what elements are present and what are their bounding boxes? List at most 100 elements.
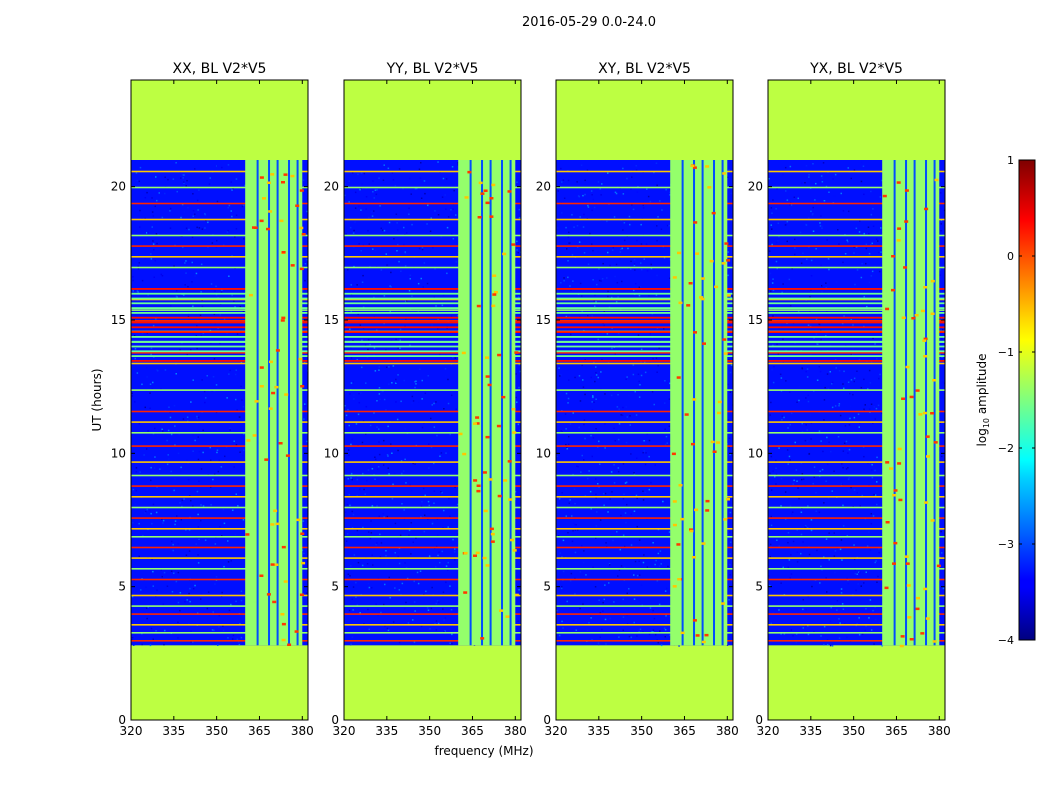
noise-pixel [435, 401, 437, 403]
band-hotspot [726, 498, 730, 501]
noise-pixel [629, 415, 631, 417]
noise-pixel [571, 515, 573, 517]
noise-pixel [815, 492, 817, 494]
rfi-line [344, 326, 521, 329]
noise-pixel [197, 526, 200, 528]
noise-pixel [227, 164, 230, 166]
noise-pixel [621, 280, 623, 283]
noise-pixel [174, 520, 177, 522]
noise-pixel [404, 562, 406, 564]
noise-pixel [599, 519, 602, 521]
noise-pixel [831, 645, 834, 647]
noise-pixel [433, 296, 435, 299]
noise-pixel [633, 621, 635, 624]
noise-pixel [188, 495, 191, 497]
noise-pixel [658, 603, 661, 606]
noise-pixel [181, 505, 183, 508]
noise-pixel [633, 598, 636, 600]
noise-pixel [849, 405, 852, 407]
noise-pixel [200, 593, 203, 595]
noise-pixel [414, 386, 416, 389]
colorbar-gradient [1018, 159, 1036, 641]
noise-pixel [187, 479, 190, 481]
noise-pixel [621, 387, 623, 389]
rfi-line [344, 461, 521, 463]
noise-pixel [783, 416, 785, 419]
y-tick-label: 5 [118, 580, 126, 594]
noise-pixel [599, 612, 602, 614]
noise-pixel [230, 603, 232, 606]
noise-pixel [150, 253, 152, 255]
noise-pixel [808, 553, 811, 556]
noise-pixel [161, 216, 164, 219]
noise-pixel [359, 188, 361, 191]
noise-pixel [821, 177, 824, 179]
noise-pixel [626, 592, 628, 595]
noise-pixel [368, 243, 370, 245]
noise-pixel [786, 199, 789, 201]
noise-pixel [588, 622, 590, 624]
noise-pixel [664, 629, 667, 631]
rfi-line [768, 461, 945, 463]
noise-pixel [560, 587, 563, 590]
rfi-line [344, 345, 521, 348]
noise-pixel [769, 472, 771, 475]
rfi-line [768, 345, 945, 348]
noise-pixel [606, 277, 608, 279]
noise-pixel [617, 438, 620, 441]
noise-pixel [191, 261, 193, 264]
noise-pixel [423, 180, 426, 182]
noise-pixel [613, 464, 615, 466]
band-hotspot [884, 586, 889, 590]
noise-pixel [822, 162, 825, 164]
band-hotspot [253, 226, 258, 229]
noise-pixel [156, 434, 159, 437]
noise-pixel [153, 356, 155, 358]
band-hotspot [254, 400, 259, 403]
noise-pixel [190, 641, 192, 643]
noise-pixel [369, 343, 371, 346]
noise-pixel [872, 208, 874, 210]
noise-pixel [578, 195, 581, 198]
noise-pixel [868, 531, 870, 533]
rfi-line [344, 389, 521, 391]
noise-pixel [878, 377, 880, 380]
noise-pixel [580, 471, 582, 473]
noise-pixel [209, 177, 211, 179]
noise-pixel [590, 508, 592, 510]
noise-pixel [194, 275, 196, 277]
noise-pixel [787, 566, 789, 568]
noise-pixel [224, 455, 226, 458]
noise-pixel [403, 518, 406, 520]
y-tick-label: 20 [324, 180, 339, 194]
noise-pixel [729, 391, 732, 393]
noise-pixel [664, 380, 666, 382]
band-hotspot [475, 551, 480, 555]
noise-pixel [384, 583, 386, 586]
band-hotspot [690, 164, 695, 168]
noise-pixel [796, 401, 798, 403]
noise-pixel [410, 193, 412, 195]
noise-pixel [140, 589, 142, 591]
noise-pixel [657, 552, 660, 555]
noise-pixel [404, 251, 406, 253]
noise-pixel [560, 430, 562, 432]
noise-pixel [209, 446, 211, 449]
noise-pixel [357, 313, 359, 315]
noise-pixel [132, 488, 135, 491]
band-hotspot [300, 532, 305, 535]
noise-pixel [227, 637, 229, 639]
noise-pixel [807, 595, 809, 598]
noise-pixel [658, 555, 661, 558]
noise-pixel [852, 324, 854, 326]
band-hotspot [688, 282, 693, 285]
band-hotspot [295, 204, 300, 207]
noise-pixel [442, 608, 444, 610]
noise-pixel [403, 379, 405, 382]
noise-pixel [216, 449, 219, 451]
noise-pixel [728, 437, 731, 439]
noise-pixel [575, 629, 577, 631]
noise-pixel [622, 598, 624, 601]
rfi-line [556, 352, 733, 354]
noise-pixel [809, 296, 811, 298]
